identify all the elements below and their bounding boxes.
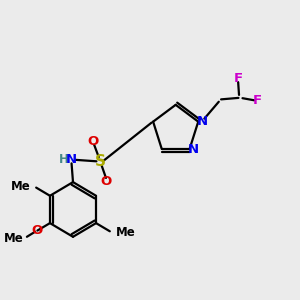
Text: N: N <box>188 143 199 156</box>
Text: N: N <box>66 153 77 166</box>
Text: Me: Me <box>116 226 136 239</box>
Text: F: F <box>253 94 262 107</box>
Text: H: H <box>58 153 68 166</box>
Text: O: O <box>32 224 43 237</box>
Text: O: O <box>88 135 99 148</box>
Text: S: S <box>95 154 106 169</box>
Text: Me: Me <box>4 232 24 245</box>
Text: N: N <box>196 115 208 128</box>
Text: F: F <box>234 72 243 85</box>
Text: O: O <box>100 175 112 188</box>
Text: Me: Me <box>11 180 31 193</box>
